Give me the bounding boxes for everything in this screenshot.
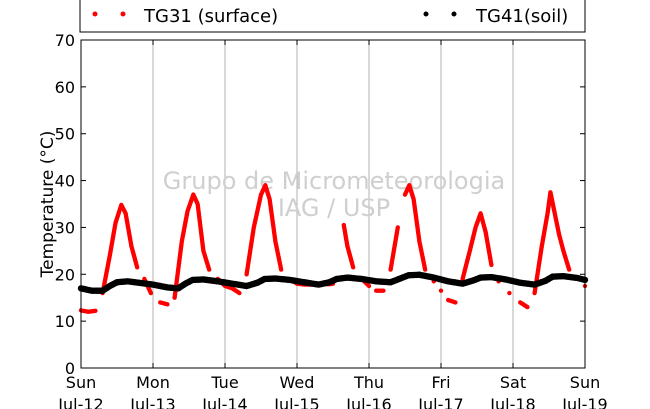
x-tick-label-date: Jul-14 [201,395,247,409]
y-tick-label: 40 [55,172,75,191]
legend-dot [92,11,98,17]
data-point [489,262,494,268]
data-point [422,267,428,272]
data-point [366,283,372,289]
legend-label-tg41: TG41(soil) [475,6,568,27]
data-point [134,265,140,270]
data-point [278,267,284,272]
y-tick-label: 60 [55,78,75,97]
data-point [438,288,444,293]
data-point [206,267,212,272]
x-tick-label-date: Jul-12 [57,395,103,409]
data-point [566,267,572,272]
plot-frame [80,39,586,369]
data-point [381,288,386,293]
y-tick-label: 50 [55,125,75,144]
x-axis-ticks: Sun Jul-12 Mon Jul-13 Tue Jul-14 Wed Jul-15 Thu J… [57,40,608,409]
data-point [93,308,98,314]
x-tick-label-date: Jul-17 [417,395,463,409]
x-tick-label-date: Jul-13 [129,395,175,409]
x-tick-label-weekday: Fri [431,373,450,392]
vertical-gridlines [152,40,514,368]
legend-dot [451,11,457,17]
y-tick-label: 30 [55,218,75,237]
series-tg41-points [77,271,589,294]
x-tick-label-weekday: Thu [353,373,384,392]
data-point [395,225,400,230]
data-point [165,302,170,307]
x-tick-label-weekday: Sun [66,373,96,392]
data-point [453,300,458,305]
legend-dot [423,11,429,17]
data-point [350,265,356,270]
watermark-line-1: Grupo de Micrometeorologia [163,167,505,195]
x-tick-label-weekday: Sun [570,373,600,392]
x-tick-label-weekday: Mon [136,373,170,392]
y-tick-label: 0 [65,359,75,378]
legend-marker-tg41 [423,11,457,17]
data-point [507,290,512,296]
x-tick-label-date: Jul-15 [273,395,319,409]
watermark-line-2: IAG / USP [278,194,390,222]
legend-label-tg31: TG31 (surface) [143,6,278,27]
x-tick-label-weekday: Sat [500,373,526,392]
y-tick-label: 10 [55,312,75,331]
y-tick-label: 20 [55,265,75,284]
legend-marker-tg31 [92,11,126,17]
data-point [237,290,242,296]
y-axis-label: Temperature (°C) [38,131,58,279]
legend-box [79,0,586,33]
x-tick-label-date: Jul-19 [561,395,607,409]
y-tick-label: 70 [55,31,75,50]
x-tick-label-date: Jul-18 [489,395,535,409]
data-point [148,290,154,296]
x-tick-label-date: Jul-16 [345,395,391,409]
x-tick-label-weekday: Tue [210,373,238,392]
series-tg31-points [78,183,588,314]
legend-dot [120,11,126,17]
y-axis-ticks: 0 10 20 30 40 50 60 70 [55,31,585,378]
data-point [525,304,530,310]
x-tick-label-weekday: Wed [280,373,315,392]
